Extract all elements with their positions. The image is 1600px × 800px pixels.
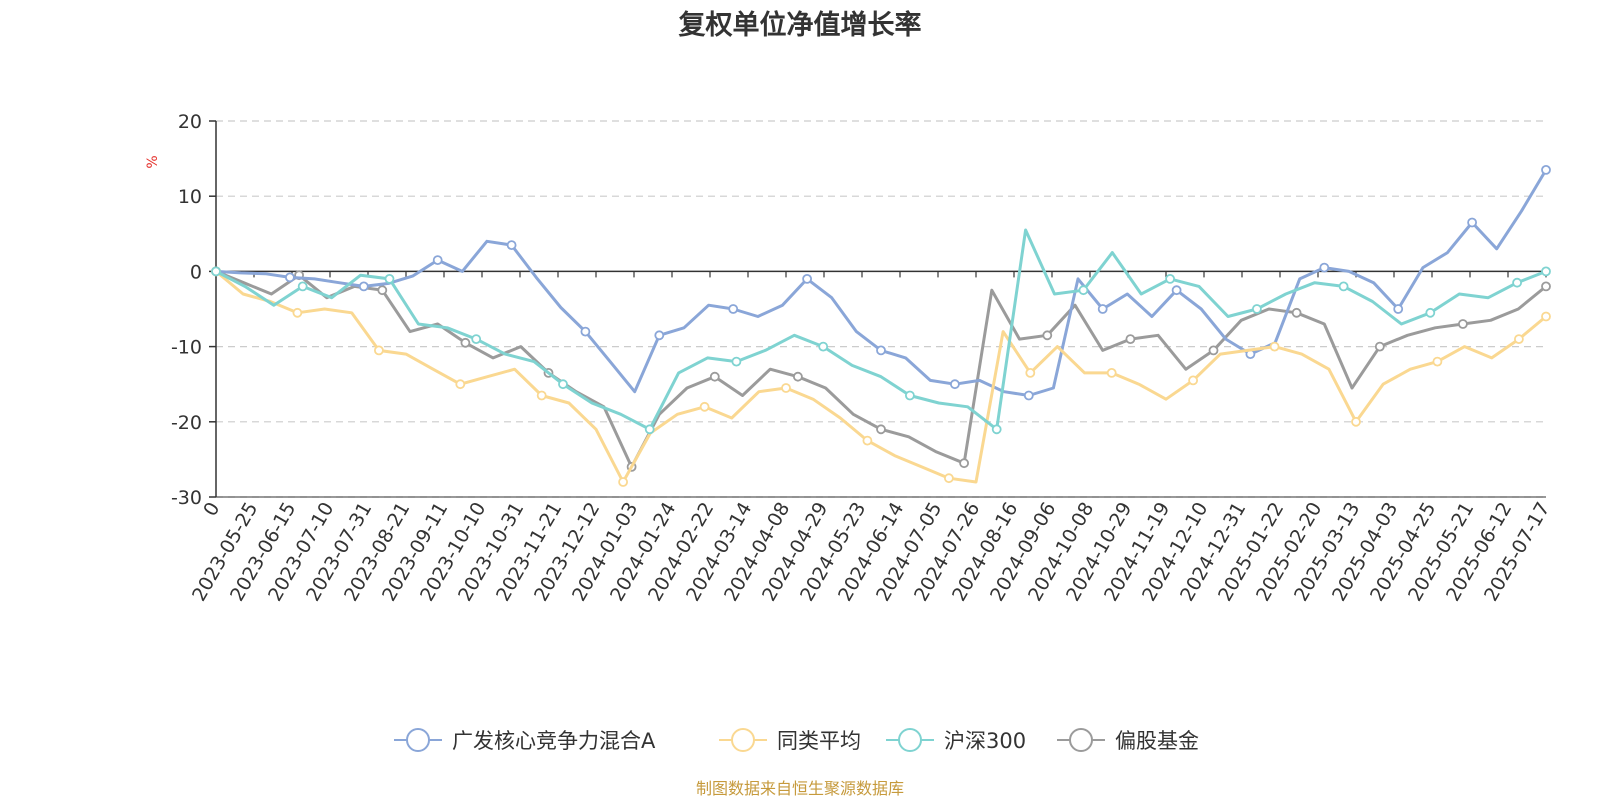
data-point: [1042, 330, 1053, 341]
data-point: [1393, 304, 1404, 314]
series-0: [211, 164, 1551, 401]
series-layer: [211, 164, 1551, 487]
legend-marker-icon: [1069, 728, 1093, 752]
data-point: [432, 255, 443, 266]
data-point: [558, 379, 568, 390]
data-point: [1171, 285, 1182, 296]
legend-marker-icon: [731, 728, 755, 752]
data-point: [297, 281, 308, 292]
data-point: [1541, 281, 1551, 292]
data-point: [1458, 319, 1468, 329]
legend-item[interactable]: 同类平均: [719, 728, 861, 753]
data-point: [793, 371, 803, 382]
data-point: [1106, 367, 1117, 378]
data-point: [384, 273, 395, 284]
data-point: [618, 477, 628, 487]
chart-title: 复权单位净值增长率: [679, 9, 922, 41]
data-point: [1208, 345, 1219, 356]
data-point: [862, 435, 873, 446]
data-point: [284, 272, 295, 283]
x-tick-label: 0: [199, 499, 224, 520]
data-point: [959, 458, 969, 469]
data-point: [1165, 273, 1175, 284]
data-point: [1351, 416, 1361, 427]
data-point: [1078, 285, 1089, 296]
series-line: [215, 228, 1547, 431]
data-point: [728, 304, 739, 314]
data-point: [991, 424, 1002, 435]
data-point: [1541, 266, 1551, 277]
data-point: [1188, 375, 1198, 386]
data-point: [818, 341, 829, 352]
y-tick-label: 0: [190, 261, 202, 283]
legend-item[interactable]: 偏股基金: [1057, 728, 1199, 753]
legend-marker-icon: [898, 728, 922, 752]
data-point: [211, 266, 221, 277]
legend-item[interactable]: 沪深300: [886, 728, 1026, 753]
data-point: [905, 390, 915, 401]
grid: [216, 120, 1546, 498]
data-point: [358, 281, 369, 292]
data-point: [580, 326, 591, 337]
series-line: [215, 270, 1547, 469]
data-point: [1125, 334, 1136, 345]
data-point: [460, 337, 471, 348]
data-point: [950, 379, 960, 390]
data-point: [1291, 307, 1302, 318]
data-point: [1023, 390, 1034, 401]
data-point: [1541, 311, 1551, 322]
series-line: [215, 270, 1547, 484]
data-point: [292, 307, 303, 318]
data-point: [781, 383, 791, 393]
legend-label: 沪深300: [944, 729, 1026, 753]
series-2: [211, 228, 1551, 435]
data-point: [1541, 164, 1551, 175]
data-point: [1425, 307, 1436, 318]
data-point: [876, 424, 886, 435]
series-3: [211, 266, 1551, 472]
data-point: [1514, 334, 1524, 345]
data-point: [802, 273, 812, 284]
y-tick-label: 20: [178, 111, 202, 133]
data-point: [1374, 341, 1385, 352]
data-point: [373, 345, 384, 356]
data-point: [1319, 262, 1330, 273]
data-point: [1025, 367, 1036, 378]
legend-item[interactable]: 广发核心竞争力混合A: [394, 728, 656, 753]
y-tick-label: 10: [178, 186, 202, 208]
data-point: [506, 240, 517, 251]
legend[interactable]: 广发核心竞争力混合A 同类平均 沪深300 偏股基金: [394, 728, 1199, 753]
data-point: [731, 356, 742, 367]
data-point: [1252, 304, 1262, 314]
data-point: [1467, 217, 1477, 228]
legend-label: 广发核心竞争力混合A: [452, 729, 656, 753]
legend-label: 偏股基金: [1115, 729, 1199, 753]
data-point: [654, 330, 665, 341]
data-point: [377, 285, 388, 296]
data-point: [1269, 341, 1280, 352]
data-point: [876, 345, 886, 356]
data-point: [536, 390, 547, 401]
axes: 20100-10-20-3002023-05-252023-06-152023-…: [171, 111, 1554, 605]
y-tick-label: -20: [171, 412, 202, 434]
y-tick-label: -30: [171, 487, 202, 509]
y-tick-label: -10: [171, 337, 202, 359]
data-point: [1097, 304, 1108, 314]
data-point: [644, 424, 655, 435]
source-note: 制图数据来自恒生聚源数据库: [696, 779, 904, 798]
data-point: [455, 379, 466, 390]
data-point: [1432, 356, 1443, 367]
data-point: [699, 401, 710, 412]
data-point: [944, 473, 954, 484]
data-point: [1338, 281, 1349, 292]
data-point: [471, 334, 482, 345]
legend-label: 同类平均: [777, 729, 861, 753]
y-axis-unit: %: [145, 155, 161, 168]
data-point: [709, 371, 720, 382]
data-point: [1512, 277, 1522, 288]
legend-marker-icon: [406, 728, 430, 752]
